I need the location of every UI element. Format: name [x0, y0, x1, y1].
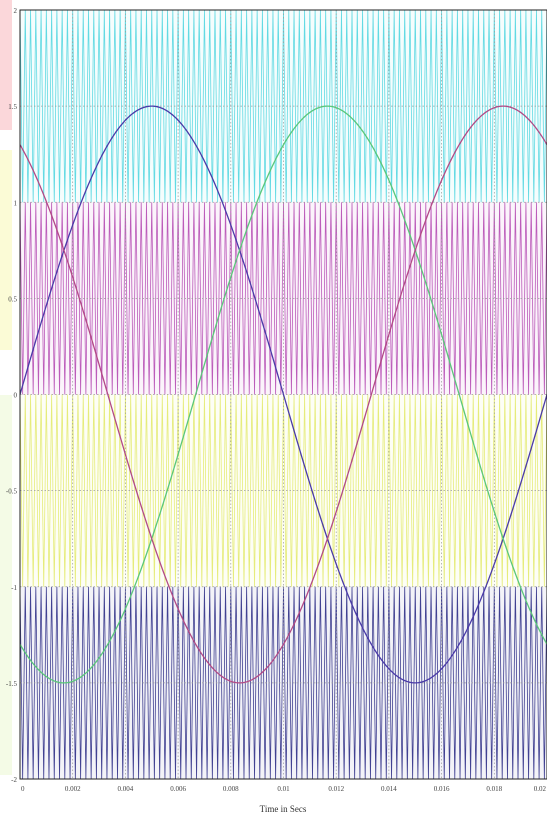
modulating-waves	[19, 105, 547, 684]
y-tick-label: -0.5	[6, 488, 18, 496]
y-tick-labels: 2 1.5 1 0.5 0 -0.5 -1 -1.5 -2	[6, 7, 18, 784]
x-axis-label: Time in Secs	[260, 804, 307, 814]
y-tick-label: 0	[14, 392, 18, 400]
grid-lines	[20, 10, 547, 779]
plot-frame	[19, 9, 547, 780]
x-tick-label: 0.008	[223, 785, 239, 793]
modulating-wave-0	[19, 105, 547, 684]
x-tick-label: 0.012	[328, 785, 344, 793]
y-tick-label: 0.5	[8, 295, 17, 303]
y-tick-label: 2	[14, 7, 18, 15]
left-margin-tint-top	[0, 0, 12, 130]
modulating-wave-1	[19, 105, 547, 684]
x-tick-labels: 0 0.002 0.004 0.006 0.008 0.01 0.012 0.014 0.016…	[21, 785, 547, 793]
y-tick-label: -1.5	[6, 680, 18, 688]
x-tick-label: 0.018	[486, 785, 502, 793]
modulating-wave-2	[19, 105, 547, 684]
x-tick-label: 0	[21, 785, 25, 793]
x-tick-label: 0.016	[434, 785, 450, 793]
y-tick-label: 1	[14, 199, 18, 207]
x-tick-label: 0.02	[534, 785, 547, 793]
y-tick-label: -2	[11, 776, 17, 784]
x-tick-label: 0.014	[381, 785, 397, 793]
x-tick-label: 0.004	[118, 785, 134, 793]
x-tick-label: 0.002	[65, 785, 81, 793]
y-tick-label: -1	[11, 584, 17, 592]
x-tick-label: 0.01	[277, 785, 290, 793]
x-tick-label: 0.006	[170, 785, 186, 793]
y-tick-label: 1.5	[8, 103, 17, 111]
left-margin-tint-low	[0, 395, 12, 775]
left-margin-tint-mid	[0, 150, 12, 350]
